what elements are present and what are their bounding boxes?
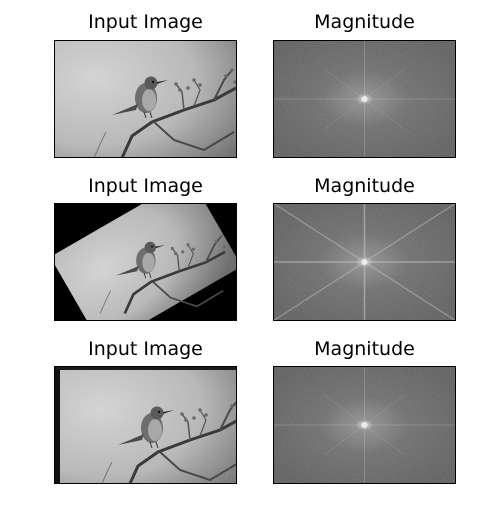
- input-image-title: Input Image: [88, 11, 203, 33]
- input-image-plot: [54, 203, 237, 321]
- input-image-title: Input Image: [88, 175, 203, 197]
- input-image-plot: [54, 40, 237, 158]
- magnitude-title: Magnitude: [314, 11, 415, 33]
- magnitude-title: Magnitude: [314, 175, 415, 197]
- magnitude-spectrum-plot: [273, 366, 456, 484]
- input-image-plot: [54, 366, 237, 484]
- input-image-title: Input Image: [88, 338, 203, 360]
- magnitude-spectrum-plot: [273, 203, 456, 321]
- magnitude-title: Magnitude: [314, 338, 415, 360]
- magnitude-spectrum-plot: [273, 40, 456, 158]
